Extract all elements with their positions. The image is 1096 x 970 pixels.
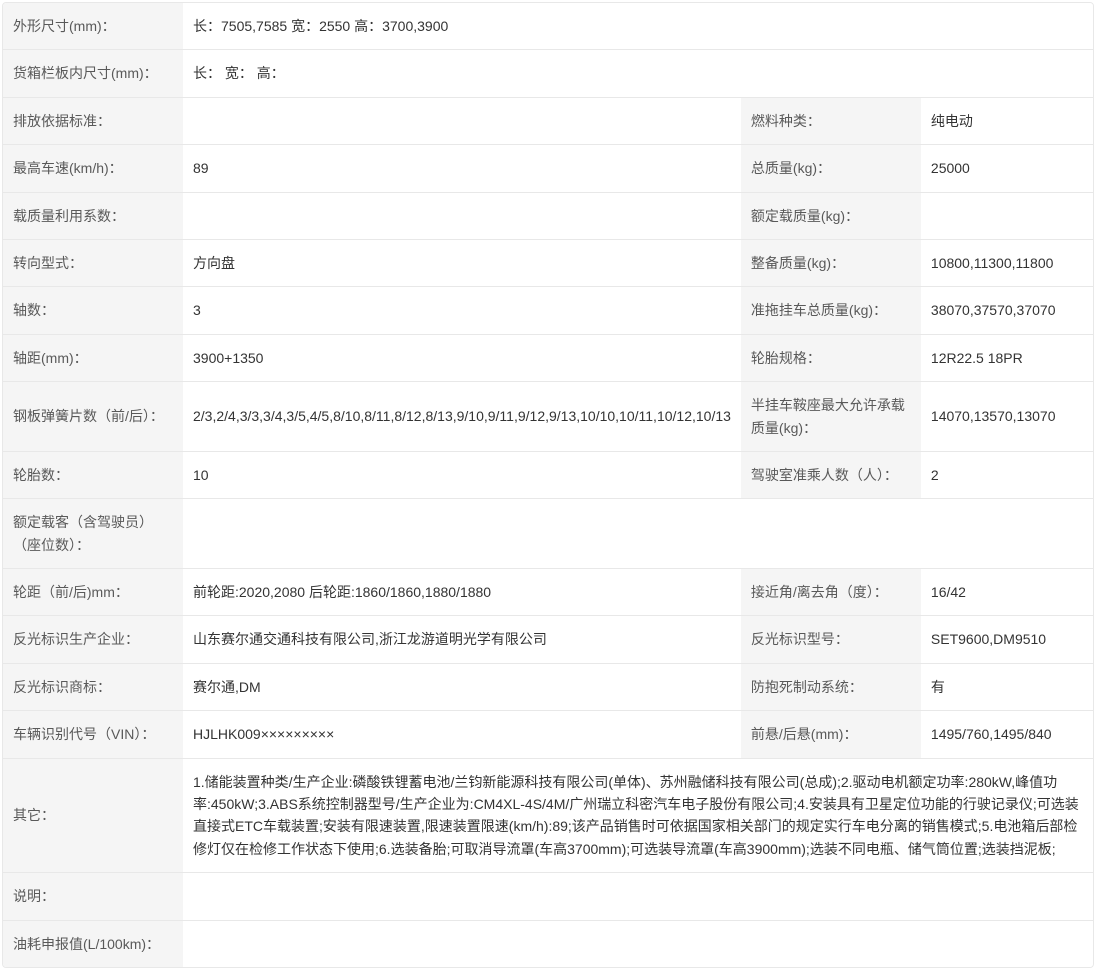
table-row: 排放依据标准： 燃料种类：纯电动 (3, 98, 1093, 145)
spec-value: 3900+1350 (183, 335, 741, 382)
spec-value: HJLHK009××××××××× (183, 711, 741, 758)
spec-table-body: 外形尺寸(mm)：长：7505,7585 宽：2550 高：3700,3900货… (3, 3, 1093, 967)
spec-label: 燃料种类： (741, 98, 921, 145)
table-row: 钢板弹簧片数（前/后）：2/3,2/4,3/3,3/4,3/5,4/5,8/10… (3, 382, 1093, 452)
spec-value: 25000 (921, 145, 1093, 192)
spec-label: 半挂车鞍座最大允许承载质量(kg)： (741, 382, 921, 452)
spec-value: 纯电动 (921, 98, 1093, 145)
spec-label: 轮胎规格： (741, 335, 921, 382)
spec-value: 山东赛尔通交通科技有限公司,浙江龙游道明光学有限公司 (183, 616, 741, 663)
spec-label: 其它： (3, 759, 183, 874)
spec-label: 最高车速(km/h)： (3, 145, 183, 192)
table-row: 转向型式：方向盘整备质量(kg)：10800,11300,11800 (3, 240, 1093, 287)
spec-label: 轴数： (3, 287, 183, 334)
table-row: 轴距(mm)：3900+1350轮胎规格：12R22.5 18PR (3, 335, 1093, 382)
table-row: 货箱栏板内尺寸(mm)：长： 宽： 高： (3, 50, 1093, 97)
spec-value: 89 (183, 145, 741, 192)
spec-value: 12R22.5 18PR (921, 335, 1093, 382)
spec-value (183, 98, 741, 145)
spec-value: 赛尔通,DM (183, 664, 741, 711)
table-row: 其它：1.储能装置种类/生产企业:磷酸铁锂蓄电池/兰钧新能源科技有限公司(单体)… (3, 759, 1093, 874)
spec-label: 外形尺寸(mm)： (3, 3, 183, 50)
spec-value: 前轮距:2020,2080 后轮距:1860/1860,1880/1880 (183, 569, 741, 616)
spec-label: 额定载客（含驾驶员）（座位数）： (3, 499, 183, 569)
table-row: 反光标识生产企业：山东赛尔通交通科技有限公司,浙江龙游道明光学有限公司反光标识型… (3, 616, 1093, 663)
spec-value: 10 (183, 452, 741, 499)
spec-label: 准拖挂车总质量(kg)： (741, 287, 921, 334)
spec-value: 14070,13570,13070 (921, 382, 1093, 452)
spec-label: 接近角/离去角（度）： (741, 569, 921, 616)
table-row: 外形尺寸(mm)：长：7505,7585 宽：2550 高：3700,3900 (3, 3, 1093, 50)
spec-label: 转向型式： (3, 240, 183, 287)
spec-value (183, 873, 1093, 920)
spec-label: 钢板弹簧片数（前/后）： (3, 382, 183, 452)
table-row: 说明： (3, 873, 1093, 920)
spec-value: 3 (183, 287, 741, 334)
table-row: 轮胎数：10驾驶室准乘人数（人）：2 (3, 452, 1093, 499)
spec-value: 2 (921, 452, 1093, 499)
spec-label: 反光标识型号： (741, 616, 921, 663)
table-row: 载质量利用系数： 额定载质量(kg)： (3, 193, 1093, 240)
spec-label: 防抱死制动系统： (741, 664, 921, 711)
spec-label: 货箱栏板内尺寸(mm)： (3, 50, 183, 97)
spec-value (921, 193, 1093, 240)
table-row: 油耗申报值(L/100km)： (3, 921, 1093, 967)
spec-value: 长：7505,7585 宽：2550 高：3700,3900 (183, 3, 1093, 50)
spec-value: 方向盘 (183, 240, 741, 287)
spec-value: 1495/760,1495/840 (921, 711, 1093, 758)
spec-value: 16/42 (921, 569, 1093, 616)
spec-value (183, 193, 741, 240)
spec-label: 前悬/后悬(mm)： (741, 711, 921, 758)
spec-label: 总质量(kg)： (741, 145, 921, 192)
spec-value: 有 (921, 664, 1093, 711)
spec-value: 10800,11300,11800 (921, 240, 1093, 287)
table-row: 最高车速(km/h)：89总质量(kg)：25000 (3, 145, 1093, 192)
spec-label: 额定载质量(kg)： (741, 193, 921, 240)
spec-value: 2/3,2/4,3/3,3/4,3/5,4/5,8/10,8/11,8/12,8… (183, 382, 741, 452)
spec-value: SET9600,DM9510 (921, 616, 1093, 663)
spec-label: 车辆识别代号（VIN）： (3, 711, 183, 758)
table-row: 额定载客（含驾驶员）（座位数）： (3, 499, 1093, 569)
spec-label: 轴距(mm)： (3, 335, 183, 382)
spec-label: 排放依据标准： (3, 98, 183, 145)
spec-label: 驾驶室准乘人数（人）： (741, 452, 921, 499)
vehicle-spec-table: 外形尺寸(mm)：长：7505,7585 宽：2550 高：3700,3900货… (2, 2, 1094, 968)
spec-label: 油耗申报值(L/100km)： (3, 921, 183, 967)
spec-label: 轮距（前/后)mm： (3, 569, 183, 616)
table-row: 车辆识别代号（VIN）：HJLHK009×××××××××前悬/后悬(mm)：1… (3, 711, 1093, 758)
spec-label: 载质量利用系数： (3, 193, 183, 240)
spec-value (183, 499, 1093, 569)
spec-value: 1.储能装置种类/生产企业:磷酸铁锂蓄电池/兰钧新能源科技有限公司(单体)、苏州… (183, 759, 1093, 874)
spec-label: 反光标识商标： (3, 664, 183, 711)
spec-label: 整备质量(kg)： (741, 240, 921, 287)
spec-value (183, 921, 1093, 967)
spec-label: 反光标识生产企业： (3, 616, 183, 663)
table-row: 轴数：3准拖挂车总质量(kg)：38070,37570,37070 (3, 287, 1093, 334)
spec-value: 38070,37570,37070 (921, 287, 1093, 334)
spec-label: 轮胎数： (3, 452, 183, 499)
table-row: 轮距（前/后)mm：前轮距:2020,2080 后轮距:1860/1860,18… (3, 569, 1093, 616)
table-row: 反光标识商标：赛尔通,DM防抱死制动系统：有 (3, 664, 1093, 711)
spec-value: 长： 宽： 高： (183, 50, 1093, 97)
spec-label: 说明： (3, 873, 183, 920)
